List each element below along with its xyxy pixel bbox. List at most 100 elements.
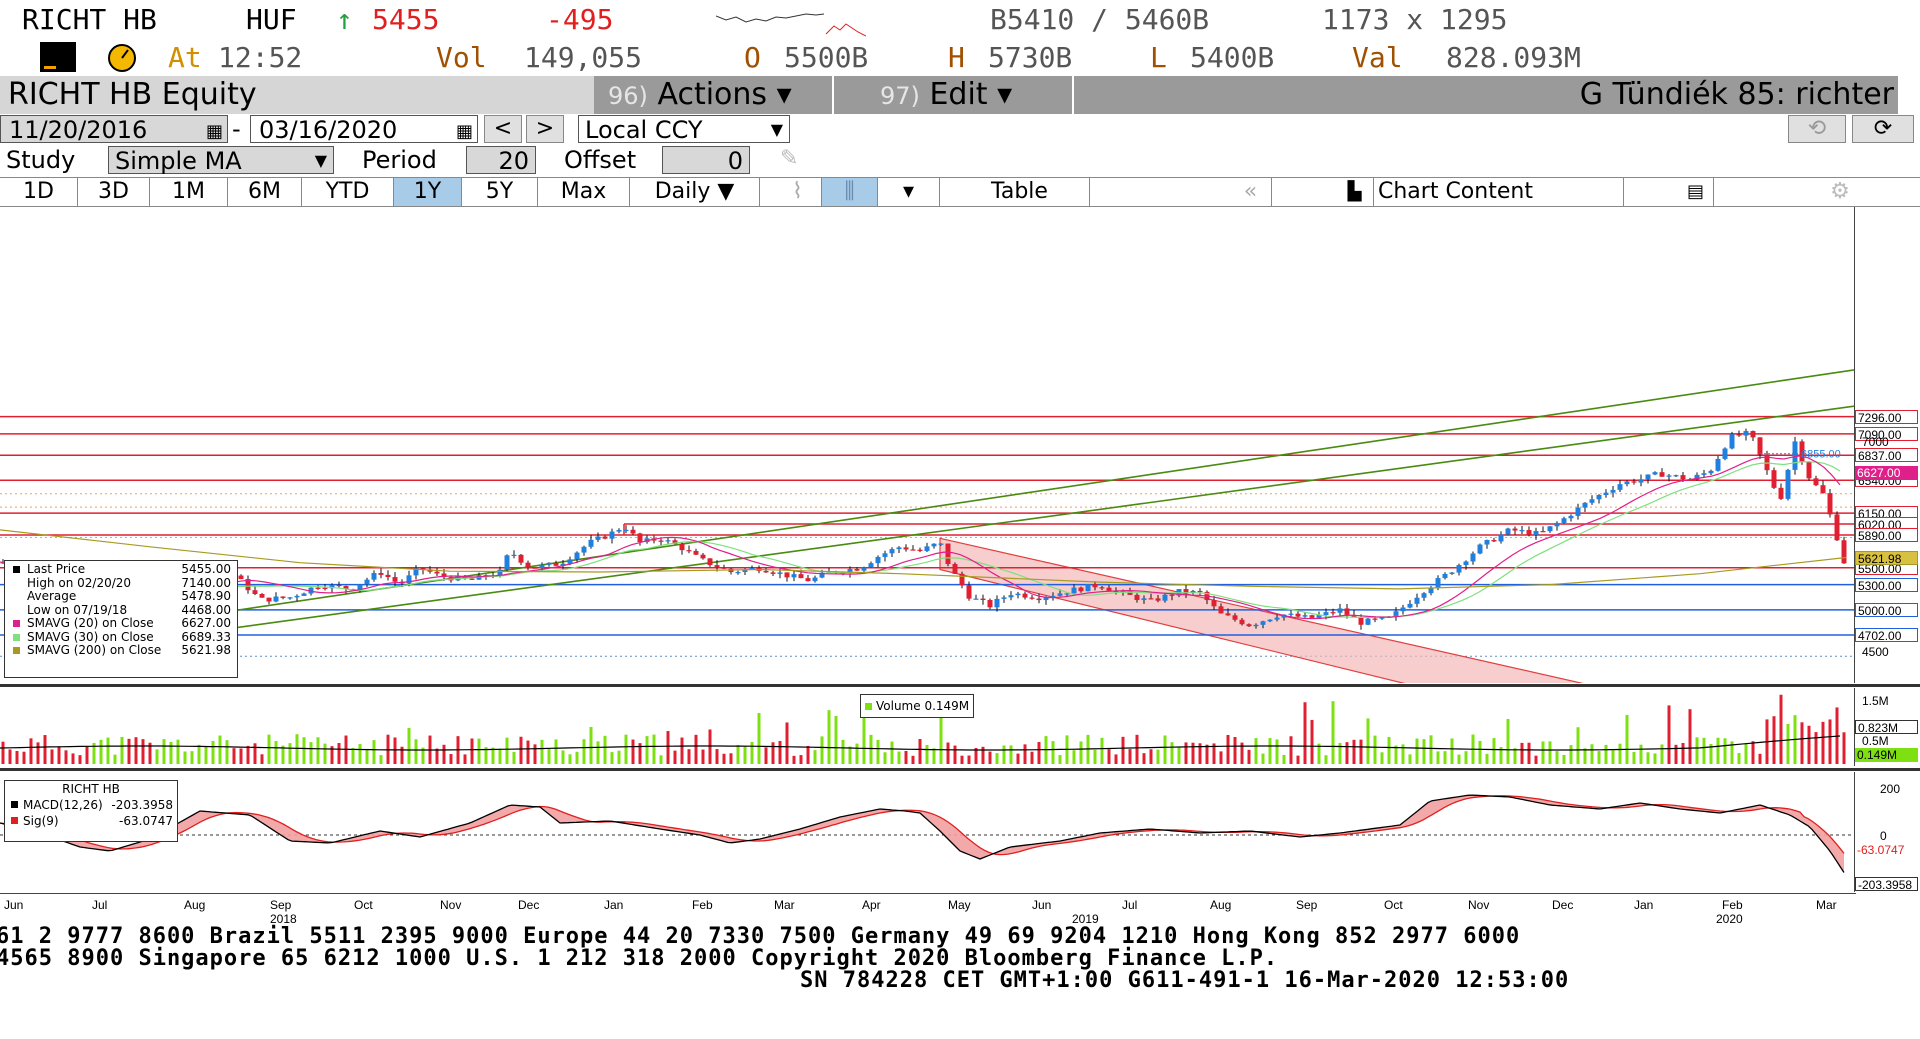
volume-bar (862, 711, 866, 764)
volume-bar (897, 751, 901, 764)
candle-body (1582, 502, 1588, 508)
study-value: Simple MA (115, 147, 242, 175)
candle-body (1575, 507, 1581, 516)
frequency-select[interactable]: Daily ▼ (630, 178, 760, 206)
offset-input[interactable]: 0 (662, 146, 750, 175)
ticker: RICHT HB (22, 3, 157, 36)
actions-menu[interactable]: 96) Actions ▾ (608, 76, 828, 114)
candle-body (1568, 515, 1574, 519)
prev-period-button[interactable]: < (484, 115, 522, 143)
candle-body (1547, 526, 1553, 532)
low-value: 5400B (1190, 41, 1275, 74)
candle-body (1085, 584, 1091, 592)
edit-menu[interactable]: 97) Edit ▾ (880, 76, 1070, 114)
tab-6m[interactable]: 6M (228, 178, 302, 206)
end-date-field[interactable]: 03/16/2020 ▦ (250, 115, 478, 144)
chart-content-button[interactable]: Chart Content (1374, 178, 1624, 206)
legend-value: 6689.33 (181, 629, 231, 644)
candle-body (1449, 572, 1455, 574)
candle-body (1631, 481, 1637, 483)
bar-chart-icon[interactable]: ⫼ (822, 178, 878, 206)
volume-bar (827, 710, 831, 764)
candle-body (1344, 608, 1350, 615)
chart-type-dropdown[interactable]: ▾ (878, 178, 940, 206)
calendar-icon[interactable]: ▦ (205, 121, 223, 142)
net-change: -495 (546, 3, 614, 36)
legend-swatch (13, 633, 20, 641)
currency-select[interactable]: Local CCY ▼ (578, 115, 790, 144)
volume-legend[interactable]: Volume 0.149M (860, 694, 975, 718)
volume-bar (701, 749, 705, 764)
volume-bar (1, 741, 5, 764)
candle-body (1246, 624, 1252, 627)
volume-bar (1023, 744, 1027, 764)
candle-body (1134, 594, 1140, 601)
macd-legend[interactable]: RICHT HB MACD(12,26) -203.3958 Sig(9) -6… (4, 780, 178, 842)
volume-bar (1037, 742, 1041, 764)
legend-label: Average (27, 589, 77, 603)
volume-bar (1345, 742, 1349, 764)
candle-body (749, 567, 755, 570)
panel-separator[interactable] (0, 684, 1920, 687)
candle-body (1267, 619, 1273, 622)
price-chart[interactable]: 6855.00 (0, 207, 1854, 683)
macd-chart[interactable] (0, 772, 1854, 892)
volume-legend-text: Volume 0.149M (876, 699, 970, 713)
volume-bar (148, 742, 152, 764)
volume-bar (666, 731, 670, 764)
tab-max[interactable]: Max (538, 178, 630, 206)
redo-button[interactable]: ⟳ (1852, 115, 1914, 143)
tab-ytd[interactable]: YTD (302, 178, 394, 206)
volume-bar (694, 734, 698, 764)
volume-bar (204, 746, 208, 764)
period-input[interactable]: 20 (466, 146, 536, 175)
volume-bar (624, 734, 628, 764)
volume-bar (330, 746, 334, 764)
candle-body (294, 595, 300, 598)
volume-bar (43, 735, 47, 764)
candle-body (1673, 475, 1679, 477)
chart-name: G Tündiék 85: richter (1579, 77, 1894, 112)
volume-bar (785, 722, 789, 764)
study-select[interactable]: Simple MA ▼ (108, 146, 334, 175)
macd-axis-line (1854, 772, 1855, 892)
annotate-icon[interactable]: ▤ (1678, 178, 1714, 206)
undo-button[interactable]: ⟲ (1788, 115, 1846, 143)
candle-body (1057, 593, 1063, 596)
candle-body (784, 572, 790, 578)
tab-1d[interactable]: 1D (0, 178, 78, 206)
volume-bar (1247, 749, 1251, 764)
terminal-icon (40, 42, 76, 72)
candle-body (1526, 530, 1532, 535)
candle-body (1428, 587, 1434, 594)
candle-body (903, 547, 909, 550)
legend-swatch (11, 817, 18, 824)
x-month-label: Jul (92, 898, 108, 912)
volume-chart[interactable] (0, 688, 1854, 766)
settings-gear-icon[interactable]: ⚙ (1818, 178, 1862, 206)
volume-bar (1681, 742, 1685, 764)
start-date-field[interactable]: 11/20/2016 ▦ (0, 115, 228, 144)
volume-bar (1359, 739, 1363, 764)
calendar-icon[interactable]: ▦ (455, 121, 473, 142)
x-month-label: Apr (862, 898, 881, 912)
volume-bar (1590, 744, 1594, 764)
tab-1m[interactable]: 1M (150, 178, 228, 206)
tab-5y[interactable]: 5Y (462, 178, 538, 206)
tab-3d[interactable]: 3D (78, 178, 150, 206)
panel-separator[interactable] (0, 768, 1920, 771)
table-button[interactable]: Table (950, 178, 1090, 206)
collapse-icon[interactable]: « (1230, 178, 1272, 206)
candle-body (1778, 487, 1784, 499)
candle-body (1806, 462, 1812, 479)
tab-1y[interactable]: 1Y (394, 178, 462, 206)
next-period-button[interactable]: > (526, 115, 564, 143)
line-chart-icon[interactable]: ⌇ (774, 178, 822, 206)
volume-axis-line (1854, 688, 1855, 766)
pencil-icon[interactable]: ✎ (780, 146, 799, 171)
legend-row: High on 02/20/20 7140.00 (5, 576, 237, 591)
chart-legend[interactable]: Last Price 5455.00 High on 02/20/20 7140.00… (4, 560, 238, 678)
volume-bar (554, 739, 558, 764)
gauge-icon[interactable] (106, 42, 138, 72)
volume-bar (1639, 744, 1643, 764)
